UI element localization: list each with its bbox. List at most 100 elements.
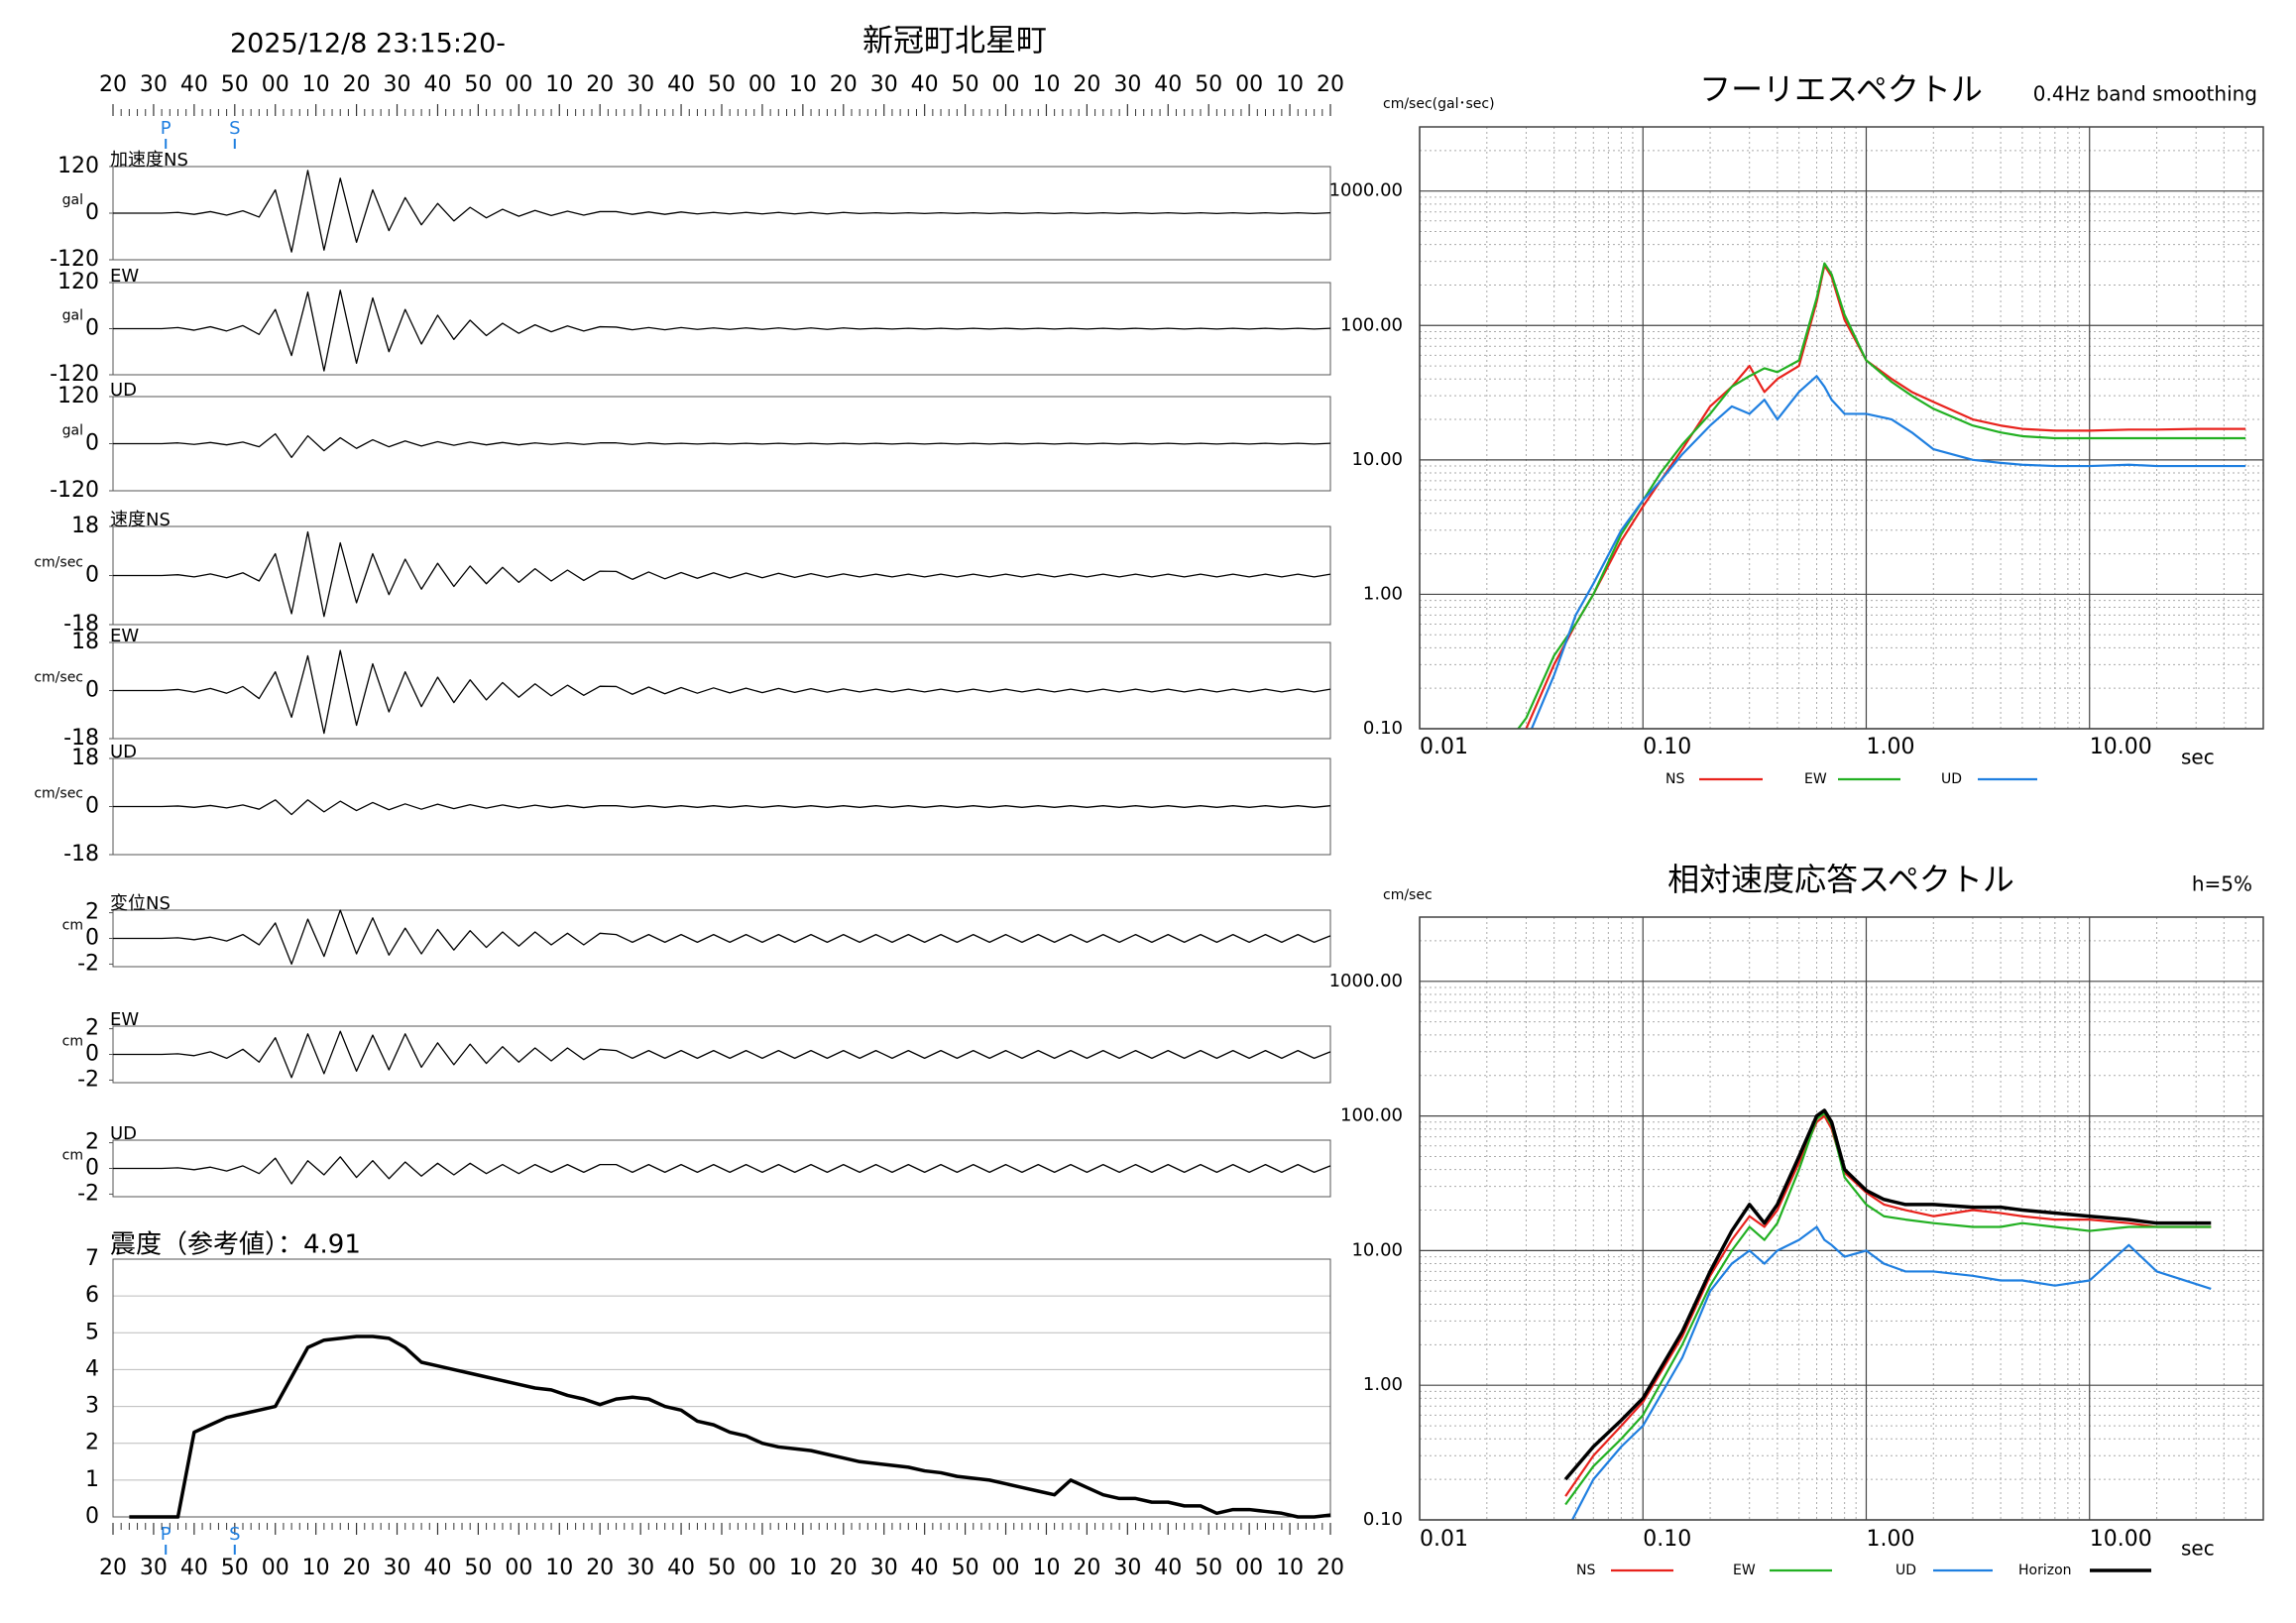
x-tick-label: 00 <box>505 72 532 97</box>
panel-unit: gal <box>62 423 83 439</box>
y-tick-label: 0.10 <box>1363 1509 1403 1530</box>
x-tick-label: 40 <box>423 72 451 97</box>
panel-name: 変位NS <box>110 893 171 914</box>
x-tick-label: 0.10 <box>1643 735 1691 759</box>
chart-title: 相対速度応答スペクトル <box>1667 861 2014 898</box>
y-tick-label: 18 <box>71 514 99 538</box>
y-tick-label: 5 <box>85 1320 99 1344</box>
phase-label: P <box>161 118 172 139</box>
y-tick-label: -2 <box>77 1181 99 1206</box>
y-tick-label: 3 <box>85 1394 99 1419</box>
x-tick-label: 20 <box>586 1556 614 1580</box>
legend-label: UD <box>1895 1563 1916 1578</box>
panel-unit: cm/sec <box>34 670 83 686</box>
x-tick-label: 10 <box>545 1556 573 1580</box>
y-tick-label: 1000.00 <box>1329 971 1403 991</box>
legend-label: EW <box>1733 1563 1756 1578</box>
phase-label: P <box>161 1524 172 1545</box>
series-line <box>1570 1225 2212 1520</box>
series-line <box>1525 264 2246 729</box>
intensity-title: 震度（参考値）：4.91 <box>110 1230 361 1260</box>
y-tick-label: 120 <box>57 384 99 408</box>
x-tick-label: 20 <box>343 1556 371 1580</box>
chart-subtitle: h=5% <box>2192 872 2252 896</box>
chart-title: フーリエスペクトル <box>1699 70 1983 108</box>
x-tick-label: 20 <box>1317 1556 1344 1580</box>
x-tick-label: 30 <box>384 1556 411 1580</box>
waveform <box>113 1030 1331 1079</box>
legend-label: UD <box>1941 771 1962 787</box>
y-tick-label: 120 <box>57 154 99 178</box>
x-tick-label: 40 <box>911 72 939 97</box>
x-tick-label: 20 <box>830 1556 858 1580</box>
x-tick-label: 50 <box>952 72 979 97</box>
x-tick-label: 00 <box>992 72 1020 97</box>
series-line <box>1517 262 2246 729</box>
y-tick-label: -120 <box>50 478 99 503</box>
panel-unit: cm/sec <box>34 786 83 802</box>
waveform <box>113 530 1331 618</box>
x-tick-label: 40 <box>180 72 208 97</box>
panel-unit: cm/sec <box>34 555 83 571</box>
x-tick-label: 20 <box>1073 1556 1100 1580</box>
y-tick-label: 100.00 <box>1340 1105 1403 1126</box>
y-tick-label: 2 <box>85 1431 99 1455</box>
y-tick-label: 18 <box>71 746 99 770</box>
series-group <box>1563 1108 2212 1520</box>
y-tick-label: 0.10 <box>1363 718 1403 739</box>
x-tick-label: 10 <box>789 1556 817 1580</box>
y-tick-label: 1.00 <box>1363 583 1403 604</box>
y-tick-label: 18 <box>71 630 99 654</box>
x-tick-label: 30 <box>870 1556 898 1580</box>
x-tick-label: 50 <box>221 1556 249 1580</box>
waveform <box>113 1156 1331 1185</box>
x-tick-label: 20 <box>343 72 371 97</box>
x-tick-label: 10 <box>302 72 330 97</box>
y-tick-label: 0 <box>85 1156 99 1181</box>
x-tick-label: 00 <box>505 1556 532 1580</box>
x-tick-label: 30 <box>384 72 411 97</box>
x-tick-label: 50 <box>708 1556 736 1580</box>
legend-label: EW <box>1804 771 1827 787</box>
x-tick-label: 30 <box>140 72 168 97</box>
y-tick-label: -18 <box>63 726 99 751</box>
y-tick-label: 100.00 <box>1340 314 1403 335</box>
x-tick-label: 10 <box>1032 1556 1060 1580</box>
y-tick-label: 0 <box>85 1504 99 1529</box>
y-tick-label: 0 <box>85 794 99 819</box>
x-tick-label: 50 <box>221 72 249 97</box>
x-tick-label: 00 <box>748 1556 776 1580</box>
x-tick-label: 0.01 <box>1420 1527 1468 1552</box>
x-tick-label: 20 <box>99 1556 127 1580</box>
x-tick-label: 10 <box>1032 72 1060 97</box>
phase-label: S <box>229 1524 240 1545</box>
panel-name: 加速度NS <box>110 150 188 171</box>
y-tick-label: 0 <box>85 926 99 951</box>
series-line <box>1564 1111 2212 1506</box>
waveform <box>113 170 1331 253</box>
panel-unit: cm <box>62 918 83 934</box>
station: 新冠町北星町 <box>862 24 1047 59</box>
x-tick-label: 00 <box>262 1556 289 1580</box>
y-tick-label: -120 <box>50 247 99 272</box>
x-tick-label: 40 <box>1154 72 1182 97</box>
panel-name: UD <box>110 1123 137 1144</box>
waveform <box>113 432 1331 458</box>
panel-name: EW <box>110 266 139 287</box>
x-tick-label: 10 <box>789 72 817 97</box>
y-tick-label: 1000.00 <box>1329 180 1403 201</box>
x-tick-label: 30 <box>1113 72 1141 97</box>
x-tick-label: 20 <box>1317 72 1344 97</box>
waveform <box>113 290 1331 372</box>
y-axis-label: cm/sec(gal･sec) <box>1383 96 1495 112</box>
x-tick-label: 00 <box>1235 1556 1263 1580</box>
x-tick-label: 30 <box>1113 1556 1141 1580</box>
x-tick-label: 50 <box>952 1556 979 1580</box>
x-tick-label: 0.01 <box>1420 735 1468 759</box>
x-tick-label: 50 <box>1195 1556 1222 1580</box>
y-tick-label: -120 <box>50 362 99 387</box>
x-tick-label: 20 <box>99 72 127 97</box>
y-tick-label: 10.00 <box>1351 449 1403 470</box>
panel-name: UD <box>110 742 137 762</box>
y-tick-label: 4 <box>85 1356 99 1381</box>
